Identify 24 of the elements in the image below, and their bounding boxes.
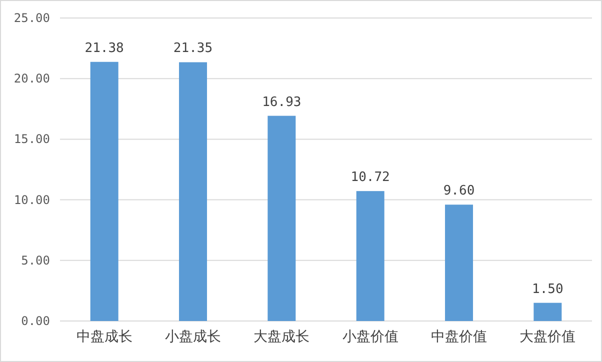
- data-label: 9.60: [443, 184, 475, 199]
- x-tick-label: 小盘成长: [165, 329, 221, 345]
- data-label: 21.38: [84, 40, 124, 56]
- x-tick-label: 小盘价值: [342, 329, 398, 345]
- y-tick-label: 0.00: [21, 314, 50, 328]
- data-label: 1.50: [532, 282, 564, 297]
- data-label: 21.35: [173, 41, 213, 56]
- y-tick-label: 10.00: [14, 192, 50, 207]
- y-tick-label: 25.00: [14, 11, 50, 25]
- bar: [90, 62, 118, 321]
- x-tick-label: 大盘价值: [520, 329, 576, 345]
- x-tick-label: 大盘成长: [254, 329, 310, 345]
- y-tick-label: 5.00: [21, 253, 50, 268]
- bar: [356, 191, 384, 321]
- bar: [534, 302, 562, 321]
- bar: [445, 204, 473, 321]
- y-tick-label: 20.00: [14, 72, 50, 86]
- data-label: 10.72: [350, 170, 390, 186]
- x-tick-label: 中盘成长: [76, 329, 132, 345]
- y-tick-label: 15.00: [14, 132, 50, 146]
- data-label: 16.93: [262, 94, 302, 110]
- x-tick-label: 中盘价值: [431, 329, 487, 345]
- bar: [268, 116, 296, 321]
- bar: [179, 62, 207, 321]
